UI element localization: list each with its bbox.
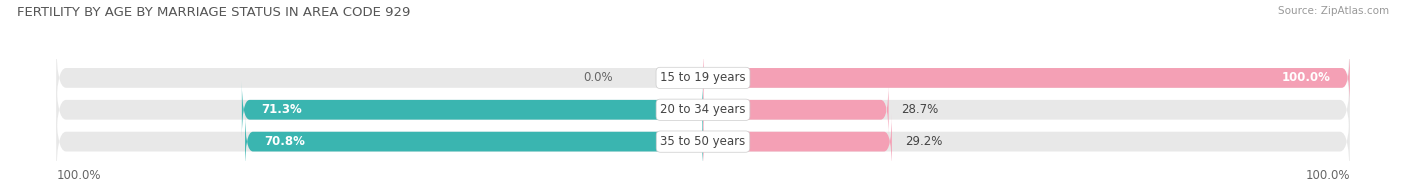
Text: FERTILITY BY AGE BY MARRIAGE STATUS IN AREA CODE 929: FERTILITY BY AGE BY MARRIAGE STATUS IN A…: [17, 6, 411, 19]
FancyBboxPatch shape: [703, 113, 891, 170]
Text: 20 to 34 years: 20 to 34 years: [661, 103, 745, 116]
Text: 100.0%: 100.0%: [1281, 71, 1330, 84]
FancyBboxPatch shape: [245, 113, 703, 170]
Text: 100.0%: 100.0%: [56, 169, 101, 181]
Text: 71.3%: 71.3%: [262, 103, 302, 116]
Text: 35 to 50 years: 35 to 50 years: [661, 135, 745, 148]
FancyBboxPatch shape: [703, 81, 889, 138]
FancyBboxPatch shape: [56, 40, 1350, 116]
Text: 0.0%: 0.0%: [583, 71, 613, 84]
FancyBboxPatch shape: [56, 104, 1350, 180]
Text: 28.7%: 28.7%: [901, 103, 939, 116]
FancyBboxPatch shape: [242, 81, 703, 138]
FancyBboxPatch shape: [703, 50, 1350, 106]
Text: 70.8%: 70.8%: [264, 135, 305, 148]
Text: 29.2%: 29.2%: [905, 135, 942, 148]
Text: 15 to 19 years: 15 to 19 years: [661, 71, 745, 84]
FancyBboxPatch shape: [56, 72, 1350, 148]
Text: 100.0%: 100.0%: [1305, 169, 1350, 181]
Text: Source: ZipAtlas.com: Source: ZipAtlas.com: [1278, 6, 1389, 16]
